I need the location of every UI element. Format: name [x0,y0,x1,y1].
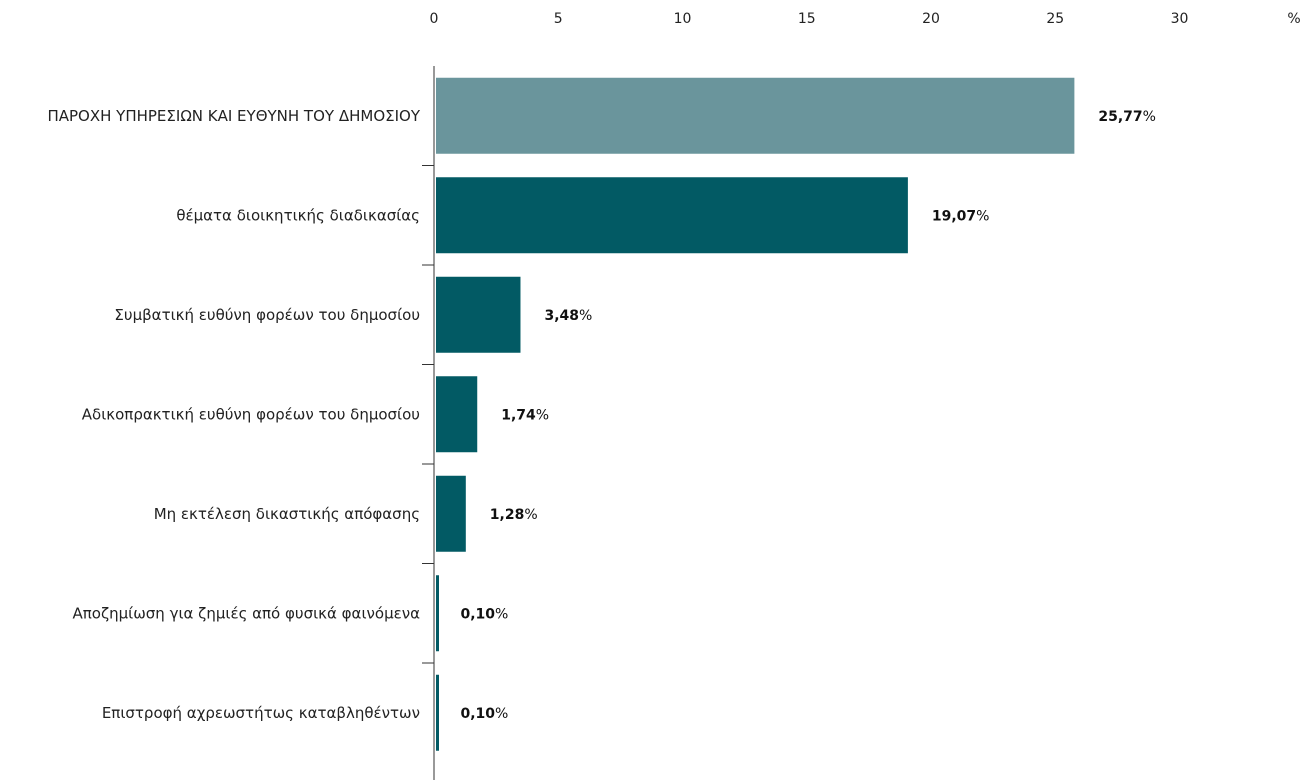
data-label-value: 3,48 [544,308,579,324]
data-label-unit: % [495,706,508,722]
data-label: 3,48% [544,308,592,324]
x-tick-label: 25 [1046,11,1064,27]
category-label: ΠΑΡΟΧΗ ΥΠΗΡΕΣΙΩΝ ΚΑΙ ΕΥΘΥΝΗ ΤΟΥ ΔΗΜΟΣΙΟΥ [47,107,420,125]
x-tick-label: 0 [430,11,439,27]
value-labels: 25,77%19,07%3,48%1,74%1,28%0,10%0,10% [460,109,1156,722]
x-axis-unit-label: % [1287,11,1300,27]
data-label-unit: % [579,308,592,324]
y-axis [422,66,435,780]
bar [436,276,521,353]
data-label-value: 1,28 [490,507,525,523]
data-label: 1,28% [490,507,538,523]
category-label: θέματα διοικητικής διαδικασίας [176,206,420,224]
data-label-value: 1,74 [501,407,536,423]
bar [436,475,466,552]
x-tick-label: 20 [922,11,940,27]
data-label: 25,77% [1098,109,1156,125]
data-label-unit: % [536,407,549,423]
bar [436,575,439,652]
data-label-unit: % [495,606,508,622]
data-label-unit: % [1143,109,1156,125]
data-label-unit: % [524,507,537,523]
x-tick-label: 30 [1171,11,1189,27]
data-label-value: 0,10 [460,606,495,622]
data-label-value: 19,07 [932,208,976,224]
data-label-value: 0,10 [460,706,495,722]
data-label: 0,10% [460,706,508,722]
bar [436,177,908,254]
data-label: 0,10% [460,606,508,622]
x-tick-label: 5 [554,11,563,27]
data-label: 1,74% [501,407,549,423]
category-labels: ΠΑΡΟΧΗ ΥΠΗΡΕΣΙΩΝ ΚΑΙ ΕΥΘΥΝΗ ΤΟΥ ΔΗΜΟΣΙΟΥ… [47,107,420,722]
category-label: Μη εκτέλεση δικαστικής απόφασης [154,505,420,523]
bar [436,376,478,453]
data-label: 19,07% [932,208,990,224]
x-tick-label: 15 [798,11,816,27]
x-tick-label: 10 [674,11,692,27]
x-axis: 0 5 10 15 20 25 30% [430,11,1301,27]
bars [436,77,1075,751]
bar [436,674,439,751]
data-label-value: 25,77 [1098,109,1142,125]
category-label: Επιστροφή αχρεωστήτως καταβληθέντων [102,704,420,722]
bar [436,77,1075,154]
category-label: Συμβατική ευθύνη φορέων του δημοσίου [114,306,420,324]
category-label: Αδικοπρακτική ευθύνη φορέων του δημοσίου [82,405,420,423]
category-label: Αποζημίωση για ζημιές από φυσικά φαινόμε… [72,604,420,622]
data-label-unit: % [976,208,989,224]
